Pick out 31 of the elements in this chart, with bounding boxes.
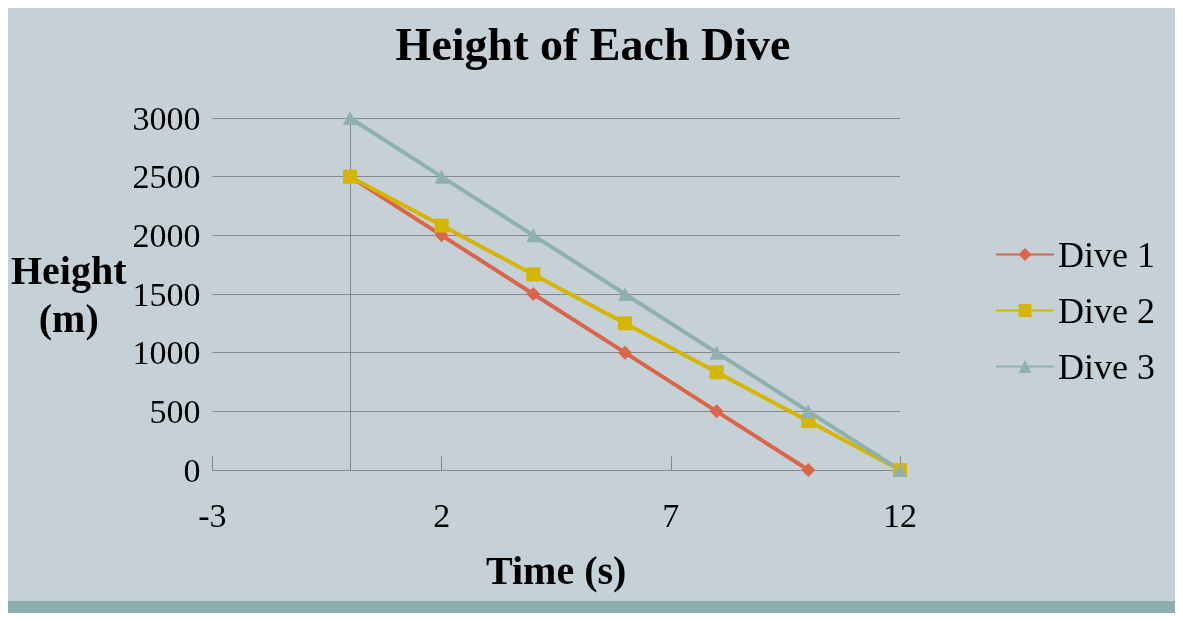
x-tick-label: 12 xyxy=(883,496,917,534)
point xyxy=(801,463,816,477)
x-tick-label: 2 xyxy=(433,496,451,534)
y-tick-label: 1000 xyxy=(132,334,201,372)
legend-label: Dive 3 xyxy=(1058,346,1156,387)
point xyxy=(709,404,724,419)
y-tick-label: 500 xyxy=(149,392,201,430)
point xyxy=(709,345,724,360)
x-tick-label: 7 xyxy=(662,496,680,534)
y-tick-label: 2000 xyxy=(132,216,201,254)
point xyxy=(434,218,449,233)
point xyxy=(617,345,632,360)
chart-title: Height of Each Dive xyxy=(395,18,791,70)
y-tick-label: 0 xyxy=(183,451,201,489)
point xyxy=(617,316,632,331)
point xyxy=(342,111,357,125)
y-tick-label: 1500 xyxy=(132,275,201,313)
point xyxy=(526,228,541,243)
point xyxy=(434,169,449,184)
x-tick-label: -3 xyxy=(198,496,227,534)
point xyxy=(801,404,816,419)
point xyxy=(617,287,632,301)
y-tick-label: 2500 xyxy=(132,158,201,196)
point xyxy=(526,287,541,301)
x-axis-title: Time (s) xyxy=(486,547,627,593)
point xyxy=(526,267,541,282)
y-tick-label: 3000 xyxy=(132,99,201,137)
point xyxy=(709,365,724,380)
legend-label: Dive 1 xyxy=(1058,234,1156,275)
legend-label: Dive 2 xyxy=(1058,290,1156,331)
y-axis-title: Height (m) xyxy=(11,247,128,341)
